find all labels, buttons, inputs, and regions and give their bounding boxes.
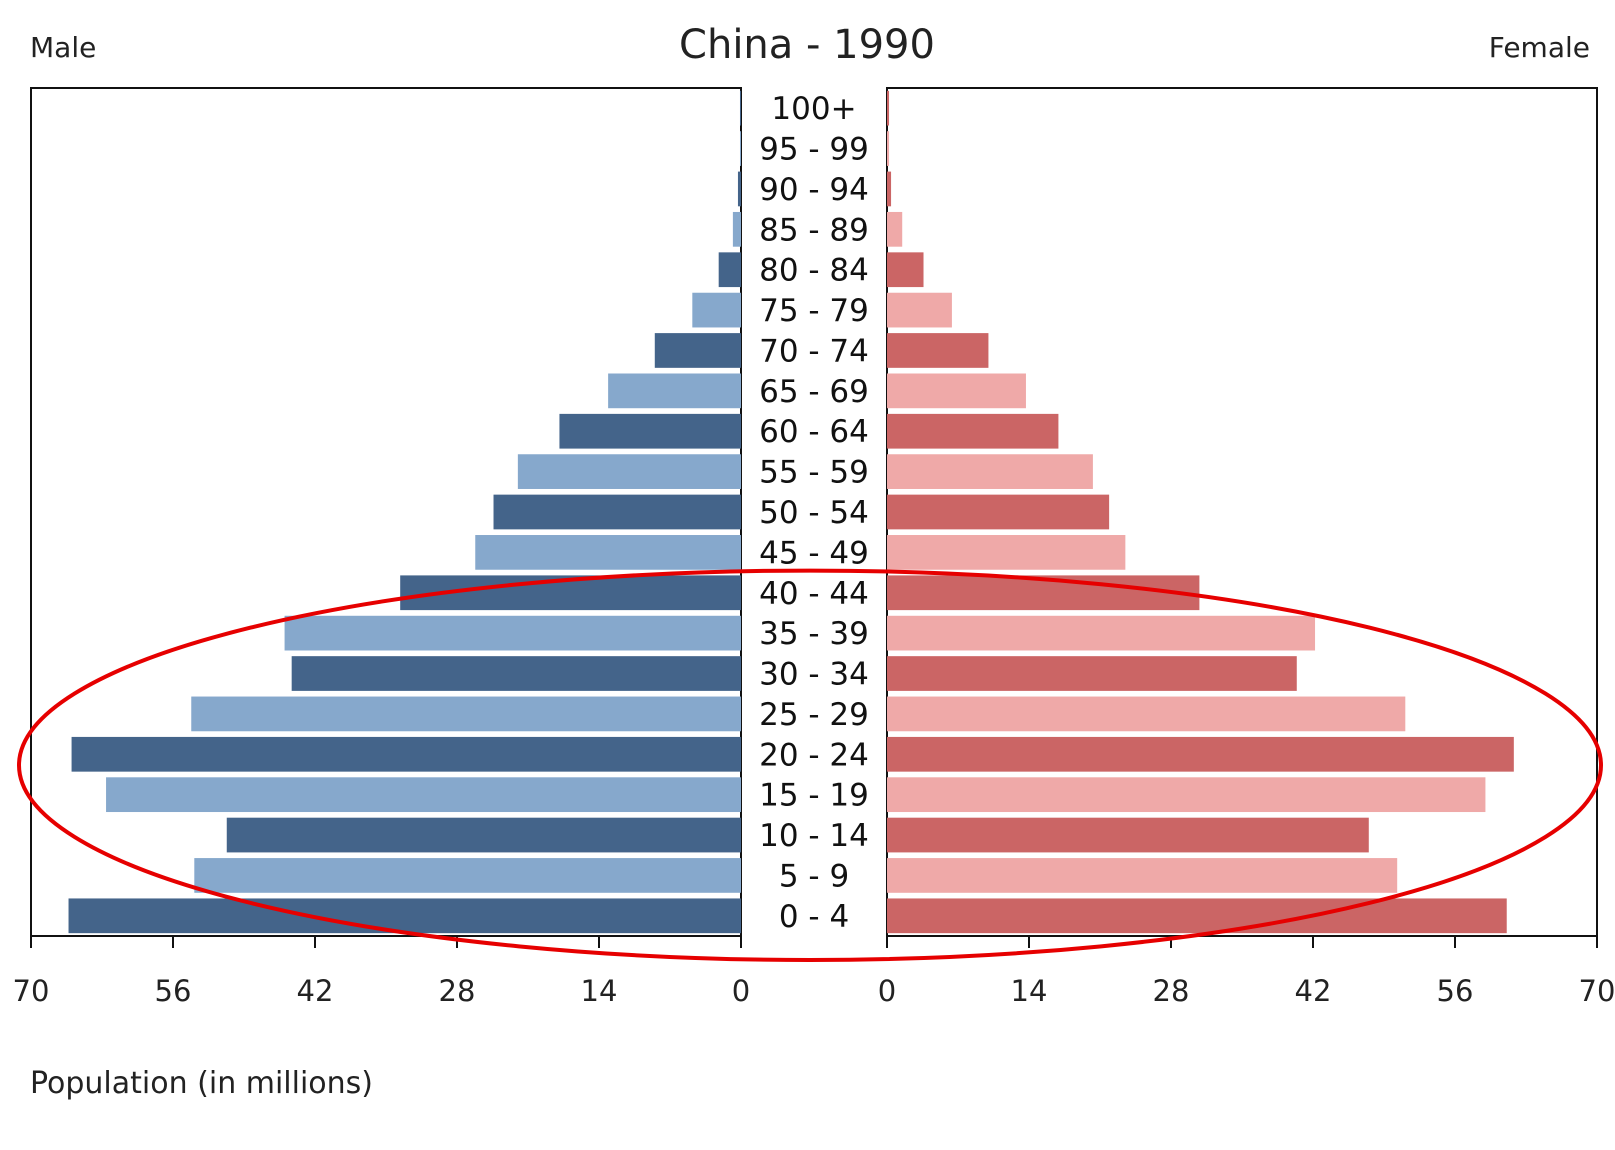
male-bar [718,252,741,288]
female-x-tick-label: 42 [1295,974,1332,1008]
male-bar [71,736,742,772]
age-group-label: 50 - 54 [759,495,869,531]
female-bar [887,615,1316,651]
male-bar [493,494,741,530]
axes: 70 56 42 28 14 0 0 14 28 42 56 70 [13,936,1615,1008]
age-group-label: 90 - 94 [759,172,869,208]
female-bar [887,413,1059,449]
female-bar [887,736,1514,772]
female-bar [887,333,989,368]
male-bar [737,171,741,207]
male-bar [517,454,741,489]
age-group-label: 80 - 84 [759,253,869,289]
female-bar [887,131,890,166]
age-group-label: 0 - 4 [779,899,849,935]
age-group-label: 25 - 29 [759,697,869,733]
female-bar [887,696,1406,732]
male-bar [692,292,741,328]
female-bar [887,817,1369,853]
age-group-label: 10 - 14 [759,818,869,854]
female-bar [887,535,1126,570]
male-bar [654,333,741,368]
male-bar [291,656,741,691]
age-labels: 100+ 95 - 99 90 - 94 85 - 89 80 - 84 75 - 79 7… [759,91,869,935]
age-group-label: 95 - 99 [759,132,869,168]
female-bar [887,373,1026,409]
age-group-label: 45 - 49 [759,535,869,571]
male-x-tick-label: 28 [439,974,476,1008]
bars [68,90,1514,934]
highlight-ellipse [17,568,1603,962]
age-group-label: 15 - 19 [759,778,869,814]
male-bar [475,535,741,570]
age-group-label: 70 - 74 [759,333,869,369]
male-bar [284,615,741,651]
age-group-label: 60 - 64 [759,414,869,450]
male-x-tick-label: 42 [297,974,334,1008]
female-bar [887,90,890,126]
male-bar [226,817,741,853]
age-group-label: 100+ [771,91,856,127]
age-group-label: 35 - 39 [759,616,869,652]
female-bar [887,252,924,288]
male-bar [106,777,742,813]
female-x-tick-label: 14 [1011,974,1048,1008]
male-bar [559,413,741,449]
female-bar [887,898,1507,934]
highlight-overlay [17,568,1603,962]
female-x-tick-label: 56 [1437,974,1474,1008]
age-group-label: 65 - 69 [759,374,869,410]
male-bar [191,696,741,732]
age-group-label: 40 - 44 [759,576,869,612]
female-bar [887,211,903,247]
female-x-tick-label: 70 [1579,974,1615,1008]
female-bar [887,292,952,328]
male-bar [739,90,741,126]
male-x-tick-label: 0 [732,974,750,1008]
female-bar [887,777,1486,813]
male-label: Male [30,31,96,64]
age-group-label: 30 - 34 [759,657,869,693]
female-label: Female [1489,31,1590,64]
male-bar [194,858,742,893]
female-bar [887,858,1398,893]
male-x-tick-label: 56 [155,974,192,1008]
age-group-label: 85 - 89 [759,212,869,248]
male-x-tick-label: 70 [13,974,50,1008]
female-bar [887,454,1093,489]
chart-title: China - 1990 [679,22,935,68]
female-bar [887,656,1297,691]
age-group-label: 20 - 24 [759,737,869,773]
male-bar [608,373,741,409]
male-bar [739,131,741,166]
age-group-label: 75 - 79 [759,293,869,329]
male-bar [732,211,741,247]
female-x-tick-label: 0 [878,974,896,1008]
male-bar [68,898,742,934]
female-x-tick-label: 28 [1153,974,1190,1008]
male-x-tick-label: 14 [581,974,618,1008]
x-axis-label: Population (in millions) [30,1066,373,1101]
female-bar [887,171,892,207]
age-group-label: 55 - 59 [759,455,869,491]
age-group-label: 5 - 9 [779,858,849,894]
female-bar [887,494,1110,530]
